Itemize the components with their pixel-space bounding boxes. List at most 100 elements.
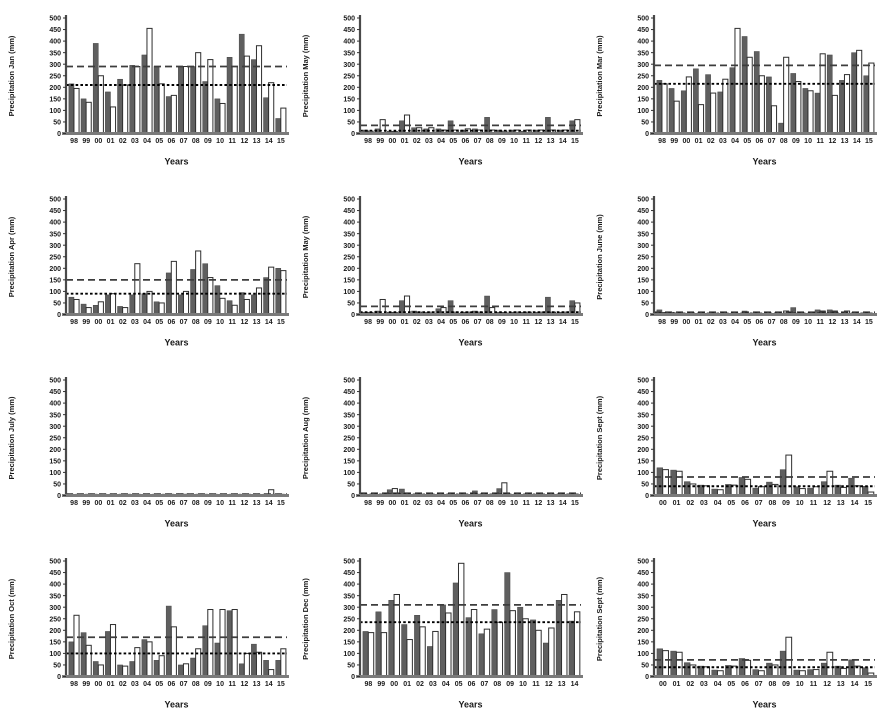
x-tick-label: 07: [180, 319, 188, 326]
x-tick-label: 13: [253, 138, 261, 145]
x-tick-label: 98: [70, 681, 78, 688]
bar-white-14: [268, 82, 275, 134]
x-tick-label: 01: [107, 500, 115, 507]
y-tick-label: 300: [637, 243, 649, 250]
x-tick-label: 15: [864, 500, 872, 507]
bar-dark-11: [814, 92, 821, 134]
x-tick-label: 07: [768, 138, 776, 145]
bar-white-06: [744, 659, 752, 678]
bar-white-04: [146, 290, 153, 316]
bar-white-15: [868, 62, 875, 134]
x-tick-label: 08: [493, 681, 501, 688]
y-tick-label: 250: [49, 73, 61, 80]
x-tick-label: 04: [442, 681, 450, 688]
bar-white-02: [710, 92, 717, 134]
bar-dark-12: [238, 33, 245, 134]
bar-white-12: [243, 298, 250, 316]
bar-dark-06: [465, 617, 472, 677]
y-tick-label: 500: [637, 559, 649, 566]
x-tick-label: 04: [143, 500, 151, 507]
bar-white-06: [170, 626, 177, 677]
bar-white-09: [509, 610, 516, 677]
bar-white-01: [109, 106, 117, 135]
x-tick-label: 08: [192, 681, 200, 688]
y-tick-label: 500: [49, 378, 61, 385]
chart-panel-feb: 0 50 100 150 200 250 300 350 400 450 500 98 99 00 01 02…: [294, 0, 588, 181]
y-tick-label: 200: [343, 447, 355, 454]
bar-dark-09: [779, 469, 787, 496]
x-tick-label: 01: [695, 319, 703, 326]
bar-white-03: [134, 263, 141, 315]
y-tick-label: 450: [343, 389, 355, 396]
x-tick-label: 05: [727, 681, 735, 688]
x-tick-label: 06: [462, 319, 470, 326]
bar-white-12: [826, 470, 834, 497]
bar-dark-04: [439, 604, 446, 677]
y-tick-label: 450: [49, 570, 61, 577]
bar-white-03: [722, 78, 729, 135]
x-tick-label: 07: [755, 500, 763, 507]
y-tick-label: 450: [343, 570, 355, 577]
x-tick-label: 02: [119, 138, 127, 145]
bar-dark-12: [826, 54, 833, 134]
y-tick-label: 200: [343, 628, 355, 635]
x-tick-label: 04: [731, 138, 739, 145]
x-tick-label: 05: [449, 500, 457, 507]
bar-dark-14: [568, 620, 575, 677]
y-axis-title: Precipitation Mar (mm): [595, 35, 604, 117]
bar-white-04: [146, 27, 153, 134]
x-tick-label: 12: [241, 500, 249, 507]
bar-white-02: [122, 665, 129, 678]
y-tick-label: 350: [637, 231, 649, 238]
bar-white-09: [207, 609, 214, 677]
x-tick-label: 04: [437, 319, 445, 326]
x-tick-label: 13: [841, 319, 849, 326]
x-tick-label: 99: [376, 500, 384, 507]
x-tick-label: 99: [376, 319, 384, 326]
y-tick-label: 50: [347, 301, 355, 308]
x-tick-label: 11: [229, 319, 237, 326]
x-tick-label: 15: [277, 319, 285, 326]
bar-dark-10: [214, 285, 221, 315]
bar-white-09: [207, 59, 214, 134]
y-tick-label: 250: [343, 73, 355, 80]
y-tick-label: 300: [343, 424, 355, 431]
x-tick-label: 98: [365, 681, 373, 688]
bar-dark-07: [766, 76, 772, 134]
bar-dark-04: [141, 293, 148, 315]
bar-white-11: [231, 66, 238, 134]
x-tick-label: 01: [107, 319, 115, 326]
y-tick-label: 0: [57, 131, 61, 138]
x-tick-label: 02: [686, 500, 694, 507]
x-tick-label: 05: [155, 500, 163, 507]
bar-dark-07: [178, 664, 184, 677]
bar-dark-01: [670, 469, 677, 496]
y-tick-label: 450: [343, 208, 355, 215]
y-tick-label: 400: [49, 401, 61, 408]
x-tick-label: 01: [401, 319, 409, 326]
bar-white-10: [219, 297, 226, 316]
bar-dark-14: [263, 277, 269, 315]
x-tick-label: 02: [413, 319, 421, 326]
bar-white-08: [783, 56, 790, 135]
x-tick-label: 01: [673, 681, 681, 688]
x-axis-title: Years: [458, 338, 482, 348]
y-tick-label: 500: [637, 378, 649, 385]
y-tick-label: 450: [637, 27, 649, 34]
x-tick-label: 05: [743, 138, 751, 145]
bar-dark-98: [68, 296, 75, 315]
y-tick-label: 500: [343, 16, 355, 23]
bar-dark-10: [214, 642, 221, 677]
x-axis-title: Years: [164, 157, 188, 167]
y-tick-label: 200: [343, 85, 355, 92]
x-tick-label: 99: [82, 500, 90, 507]
chart-panel-sept2: 0 50 100 150 200 250 300 350 400 450 500 00 01 02 03 04…: [588, 543, 882, 724]
x-tick-label: 09: [204, 500, 212, 507]
x-tick-label: 02: [416, 681, 424, 688]
x-tick-label: 03: [719, 319, 727, 326]
bar-dark-09: [790, 73, 797, 134]
y-tick-label: 200: [49, 266, 61, 273]
bar-white-03: [134, 647, 141, 678]
